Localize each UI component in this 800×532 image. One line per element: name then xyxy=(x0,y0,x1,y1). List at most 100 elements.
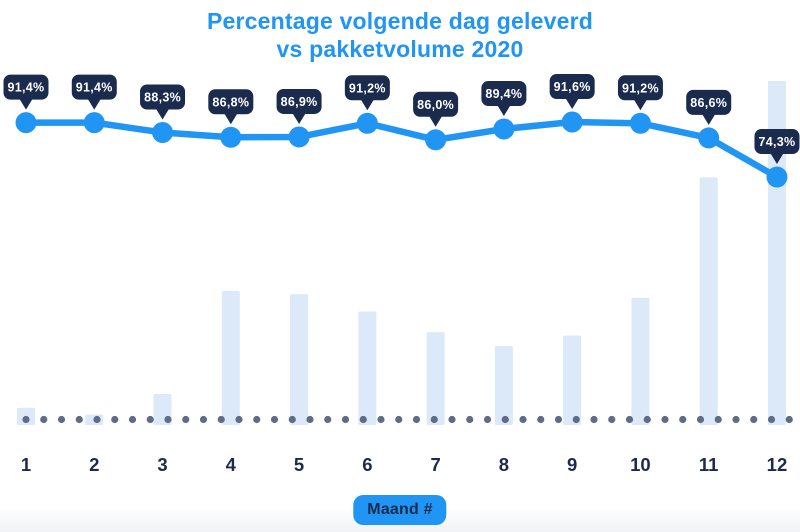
baseline-dot xyxy=(377,415,385,424)
value-badge-label-1: 91,4% xyxy=(8,81,45,95)
volume-bar-7 xyxy=(426,332,445,425)
baseline-dot xyxy=(341,415,350,424)
baseline-dot xyxy=(519,415,527,424)
value-badge-tail-7 xyxy=(428,115,443,127)
volume-bar-5 xyxy=(290,294,309,425)
baseline-dot xyxy=(164,415,172,424)
baseline-dot xyxy=(324,415,332,424)
value-badge-label-5: 86,9% xyxy=(281,95,318,109)
trend-line xyxy=(22,118,781,181)
value-badge-tail-5 xyxy=(292,112,307,124)
month-label-11: 11 xyxy=(699,454,719,475)
month-label-12: 12 xyxy=(767,454,788,475)
volume-bar-9 xyxy=(563,335,582,425)
data-point-9 xyxy=(561,111,583,133)
month-label-2: 2 xyxy=(89,454,99,475)
baseline-dot xyxy=(554,415,563,424)
baseline-dot xyxy=(253,415,261,424)
data-point-3 xyxy=(152,121,174,143)
value-badge-1 xyxy=(3,74,49,100)
chart-title-line2: vs pakketvolume 2020 xyxy=(276,36,524,62)
month-label-10: 10 xyxy=(630,454,651,475)
value-badge-tail-12 xyxy=(769,152,784,165)
data-point-5 xyxy=(288,126,310,148)
baseline-dot xyxy=(608,415,616,424)
month-label-3: 3 xyxy=(157,454,167,475)
baseline-dot xyxy=(625,415,634,424)
value-badge-4 xyxy=(208,89,254,115)
value-badge-label-6: 91,2% xyxy=(349,81,386,95)
month-label-9: 9 xyxy=(567,454,577,475)
baseline-dot xyxy=(128,415,137,424)
baseline-dot xyxy=(696,415,705,424)
volume-bar-8 xyxy=(494,345,513,425)
baseline-dot xyxy=(679,415,687,424)
value-badge-tail-11 xyxy=(701,113,716,125)
baseline-dot xyxy=(22,415,30,424)
baseline-dot xyxy=(395,415,403,424)
baseline-dot xyxy=(732,415,740,424)
value-badge-tail-3 xyxy=(155,107,170,120)
x-axis-label-badge: Maand # xyxy=(353,495,447,525)
volume-bar-12 xyxy=(767,81,786,425)
baseline-dot xyxy=(306,415,314,424)
baseline-dot xyxy=(572,415,580,424)
value-badge-tail-2 xyxy=(87,98,102,110)
month-label-5: 5 xyxy=(294,454,304,475)
baseline-dot xyxy=(750,415,758,424)
value-badge-label-3: 88,3% xyxy=(144,90,181,104)
data-point-11 xyxy=(698,127,720,149)
baseline-dot xyxy=(288,415,296,424)
baseline-dot xyxy=(714,415,722,424)
baseline-dot xyxy=(643,415,651,424)
value-badge-tail-8 xyxy=(496,104,511,116)
data-point-10 xyxy=(629,112,651,134)
value-badge-label-9: 91,6% xyxy=(554,80,591,94)
value-badge-label-7: 86,0% xyxy=(417,98,454,112)
baseline-dot xyxy=(217,415,225,424)
month-label-8: 8 xyxy=(499,454,509,475)
value-badge-tail-9 xyxy=(565,97,580,109)
value-badge-tail-1 xyxy=(19,98,33,110)
value-badge-10 xyxy=(617,75,663,101)
month-label-6: 6 xyxy=(362,454,372,475)
baseline-dot xyxy=(57,415,66,424)
chart-title: Percentage volgende dag geleverd vs pakk… xyxy=(0,7,800,63)
baseline-dot xyxy=(466,415,474,424)
value-badge-7 xyxy=(413,91,459,117)
value-badge-tail-4 xyxy=(223,112,238,125)
baseline-dot xyxy=(590,415,598,424)
baseline-dot xyxy=(448,415,456,424)
volume-bar-4 xyxy=(221,290,240,425)
value-badge-5 xyxy=(276,88,322,114)
chart-title-line1: Percentage volgende dag geleverd xyxy=(206,8,594,34)
baseline-dot xyxy=(40,415,48,424)
baseline-dot xyxy=(537,415,545,424)
baseline-dot xyxy=(785,415,793,424)
baseline-dot xyxy=(412,415,421,424)
baseline-dot xyxy=(75,415,83,424)
volume-bar-6 xyxy=(358,311,377,425)
value-badge-label-12: 74,3% xyxy=(758,135,795,149)
baseline-dot xyxy=(235,415,243,424)
data-point-12 xyxy=(766,166,788,188)
value-badge-11 xyxy=(686,89,732,115)
baseline-dot xyxy=(270,415,279,424)
value-badge-8 xyxy=(481,80,527,106)
data-point-1 xyxy=(15,112,37,134)
data-point-2 xyxy=(83,112,105,134)
baseline-dot xyxy=(501,415,509,424)
value-badge-label-4: 86,8% xyxy=(212,95,249,109)
baseline-dot xyxy=(483,415,492,424)
data-point-4 xyxy=(220,126,242,148)
value-badge-tail-10 xyxy=(633,98,648,111)
value-badge-label-8: 89,4% xyxy=(485,87,522,101)
value-badge-label-10: 91,2% xyxy=(622,81,659,95)
value-badge-label-11: 86,6% xyxy=(690,96,727,110)
baseline-dot xyxy=(146,415,154,424)
month-label-7: 7 xyxy=(430,454,440,475)
data-point-6 xyxy=(356,112,378,134)
value-badge-2 xyxy=(71,74,117,100)
value-badge-3 xyxy=(140,84,186,110)
